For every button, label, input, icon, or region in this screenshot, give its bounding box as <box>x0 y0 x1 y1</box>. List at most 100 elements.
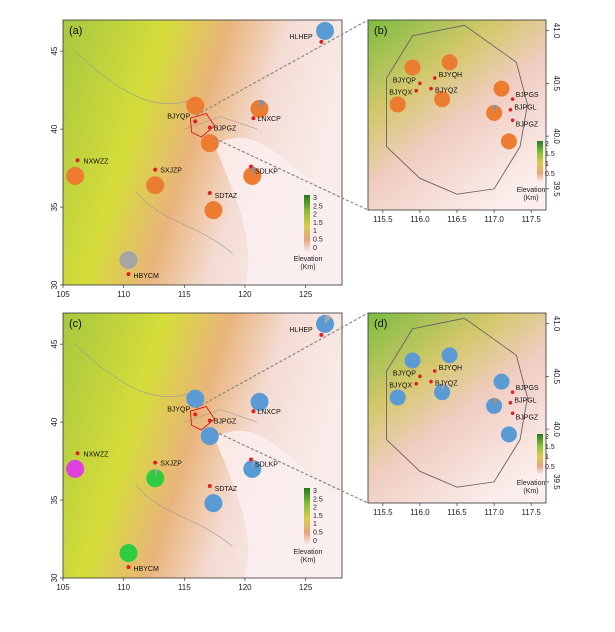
station-marker <box>126 272 131 277</box>
station-pie-chart <box>186 389 205 408</box>
legend-tick-label: 0 <box>313 245 317 252</box>
map-frame <box>62 19 343 286</box>
y-tick-label: 45 <box>50 46 59 55</box>
x-tick-label: 110 <box>117 583 130 592</box>
y-tick-label: 39.5 <box>552 181 561 197</box>
station-marker <box>319 332 324 337</box>
station-pie-chart-slice <box>259 99 264 109</box>
station-pie-chart <box>146 469 165 488</box>
y-tick-label: 41.0 <box>552 316 561 332</box>
legend-unit: (Km) <box>523 488 538 495</box>
legend-tick-label: 1.5 <box>313 513 323 520</box>
legend-tick-label: 3 <box>313 195 317 202</box>
beijing-boundary <box>189 113 216 138</box>
station-pie-chart-base <box>146 176 165 195</box>
station-pie-chart <box>500 133 517 150</box>
station-label: BJYQZ <box>435 88 458 95</box>
station-label: BJPGZ <box>214 126 237 133</box>
station-marker <box>432 76 437 80</box>
legend-tick-label: 0.5 <box>313 530 323 537</box>
terrain-background <box>368 20 546 210</box>
station-marker <box>207 191 212 196</box>
station-label: BJYQH <box>439 72 462 79</box>
x-tick-label: 117.5 <box>521 508 541 517</box>
panel-label: (d) <box>374 318 387 330</box>
zoom-connector-line <box>214 430 369 504</box>
x-tick-label: 120 <box>238 290 252 299</box>
station-label: BJPGZ <box>516 121 539 128</box>
station-pie-chart-base <box>316 21 335 40</box>
legend-title: Elevation <box>294 549 323 556</box>
station-pie-chart <box>434 91 451 108</box>
station-marker <box>414 88 419 93</box>
station-pie-chart <box>404 352 421 369</box>
legend-title: Elevation <box>517 480 546 487</box>
legend-tick-label: 1 <box>545 454 549 461</box>
station-marker <box>207 418 212 423</box>
station-label: HBYCM <box>134 566 159 573</box>
zoom-map-panel: 115.5 116.0 116.5 117.0 117.5 41.0 40.5 40.0 39.… <box>367 312 561 517</box>
station-pie-chart-base <box>119 544 138 563</box>
legend-unit: (Km) <box>300 264 315 271</box>
panel-label: (c) <box>69 318 82 330</box>
station-label: SDTAZ <box>215 193 238 200</box>
station-marker <box>193 119 198 124</box>
x-tick-label: 115 <box>178 583 191 592</box>
station-pie-chart <box>486 104 503 121</box>
beijing-boundary <box>386 317 528 488</box>
station-pie-chart-slice <box>155 469 158 479</box>
legend-tick-label: 2 <box>313 505 317 512</box>
station-label: HLHEP <box>289 327 313 334</box>
station-label: NXWZZ <box>84 451 110 458</box>
station-pie-chart <box>500 426 517 443</box>
station-marker <box>153 460 158 465</box>
x-tick-label: 115 <box>178 290 191 299</box>
y-tick-label: 30 <box>50 280 59 289</box>
station-pie-chart-base <box>389 389 406 406</box>
station-pie-chart-base <box>186 96 205 115</box>
station-marker <box>510 390 515 394</box>
station-marker <box>251 409 256 414</box>
terrain-background <box>368 313 546 503</box>
station-marker <box>414 381 419 386</box>
legend-unit: (Km) <box>523 195 538 202</box>
station-pie-chart-base <box>500 133 517 150</box>
station-pie-chart <box>434 384 451 401</box>
station-pie-chart-base <box>66 459 85 478</box>
x-tick-label: 115.5 <box>373 508 393 517</box>
panel-label: (b) <box>374 25 387 37</box>
station-marker <box>207 484 212 489</box>
x-tick-label: 110 <box>117 290 130 299</box>
station-pie-chart <box>250 99 269 118</box>
station-label: HBYCM <box>134 273 159 280</box>
station-pie-chart <box>316 314 335 333</box>
x-tick-label: 116.5 <box>447 508 467 517</box>
station-pie-chart-base <box>186 389 205 408</box>
station-label: BJYQX <box>389 90 412 97</box>
legend-tick-label: 1.5 <box>313 220 323 227</box>
large-map-panel: 105 110 115 120 12545403530(c)HLHEPBJYQPBJPG… <box>50 312 343 592</box>
station-marker <box>75 158 80 163</box>
x-tick-label: 117.0 <box>484 215 504 224</box>
legend-title: Elevation <box>517 187 546 194</box>
station-pie-chart-base <box>493 80 510 97</box>
province-boundaries <box>74 50 258 255</box>
y-tick-label: 41.0 <box>552 23 561 39</box>
station-pie-chart <box>200 134 219 153</box>
legend-colorbar <box>537 141 543 181</box>
legend-tick-label: 1.5 <box>545 444 555 451</box>
station-pie-chart-base <box>493 373 510 390</box>
y-tick-label: 40.5 <box>552 369 561 385</box>
station-label: BJYQP <box>167 113 190 120</box>
station-pie-chart-base <box>500 426 517 443</box>
y-tick-label: 40.0 <box>552 421 561 437</box>
legend-tick-label: 2.5 <box>313 203 323 210</box>
station-pie-chart-slice <box>252 459 256 469</box>
y-tick-label: 40.0 <box>552 128 561 144</box>
legend-tick-label: 1 <box>313 228 317 235</box>
legend-tick-label: 2 <box>313 212 317 219</box>
station-marker <box>508 400 513 405</box>
legend-tick-label: 2 <box>545 141 549 148</box>
station-marker <box>510 118 515 123</box>
station-pie-chart-base <box>66 166 85 185</box>
